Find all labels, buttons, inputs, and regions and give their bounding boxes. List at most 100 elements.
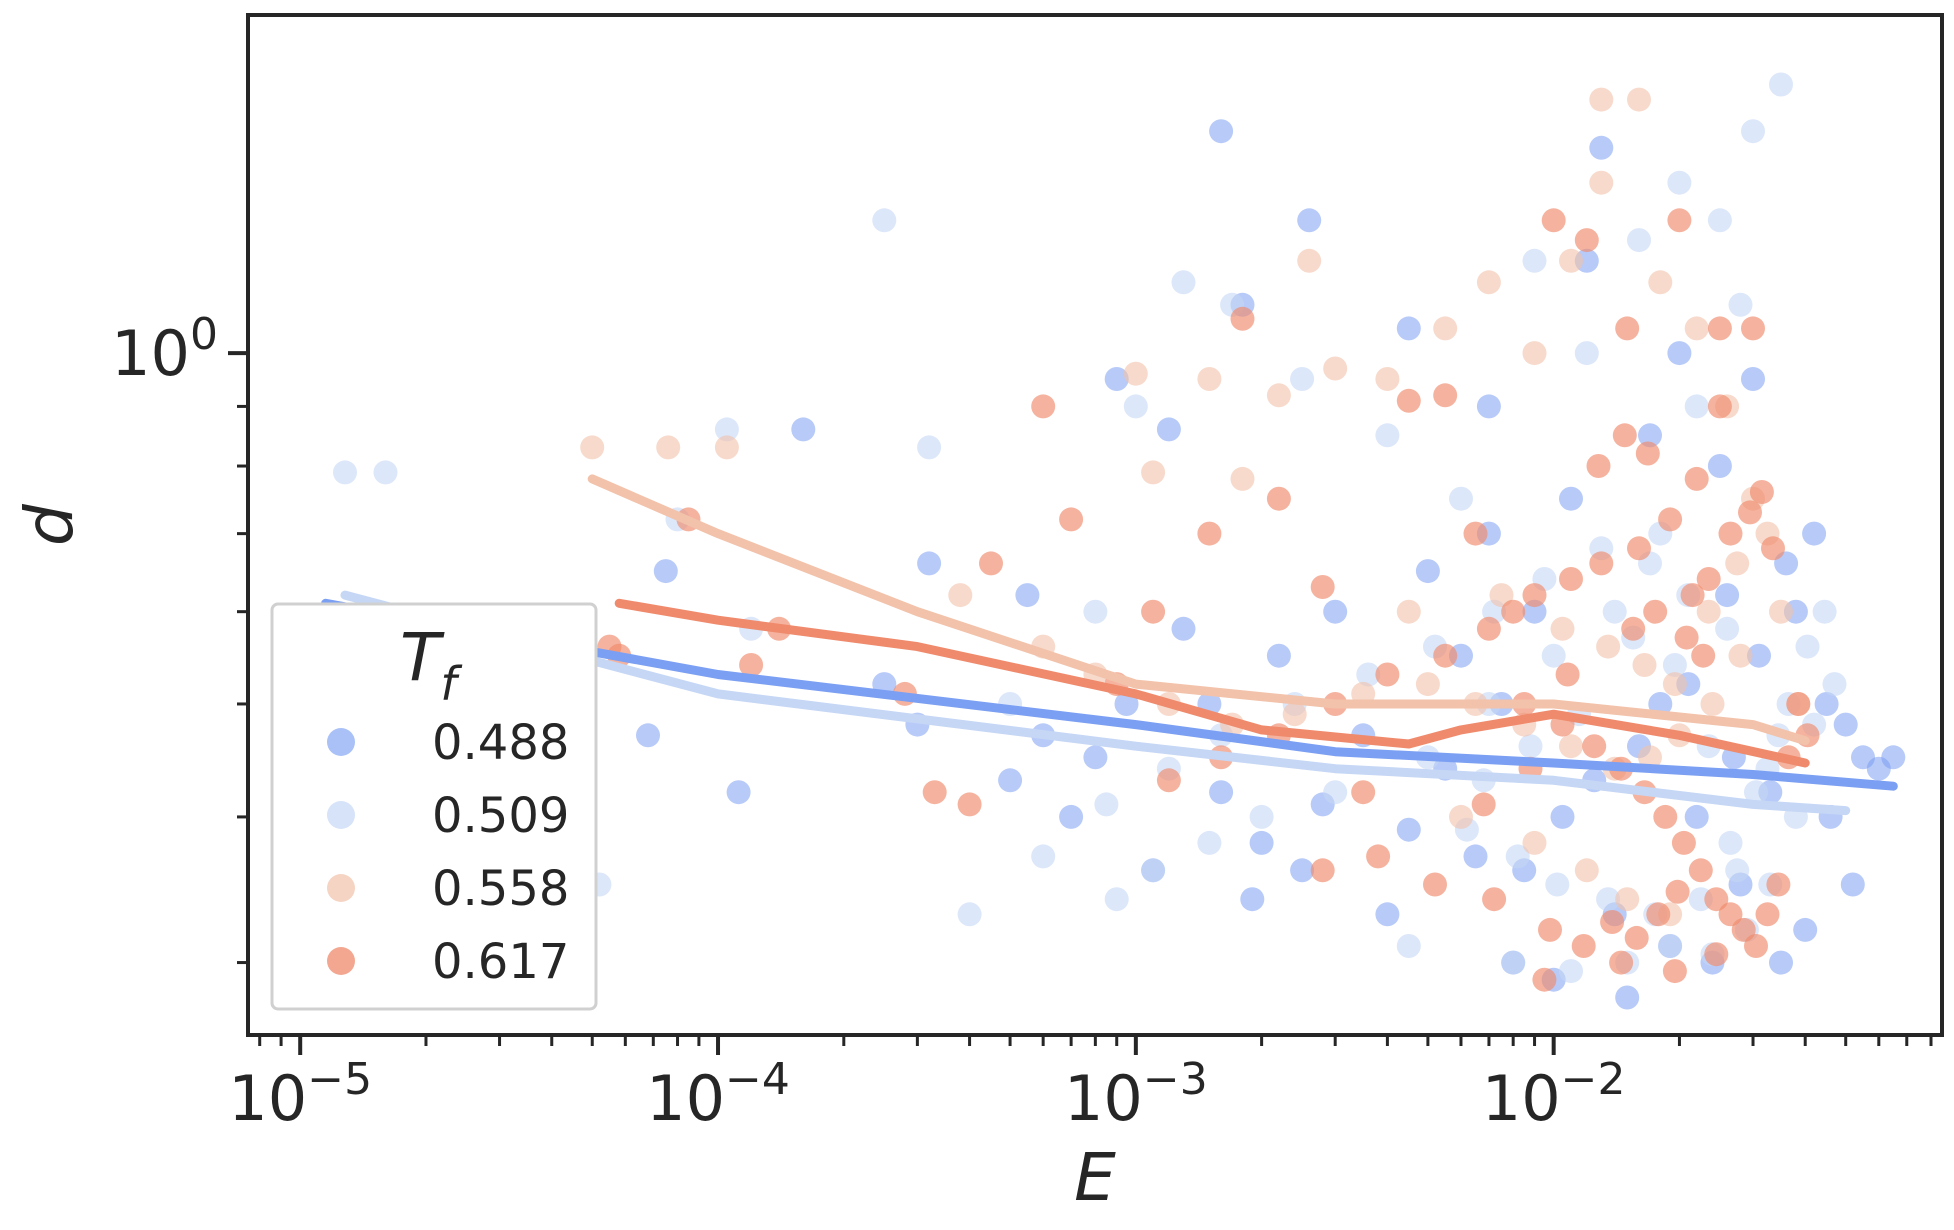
data-point (1366, 844, 1391, 869)
data-point (1638, 423, 1662, 448)
data-point (1094, 792, 1119, 817)
data-point (1658, 507, 1683, 532)
data-point (1559, 734, 1583, 759)
data-point (1156, 417, 1181, 442)
data-point (1596, 634, 1621, 659)
data-point (1574, 858, 1599, 883)
data-point (1550, 804, 1575, 829)
data-point (1725, 551, 1750, 576)
data-point (1463, 844, 1488, 869)
trend-line-0.488 (321, 598, 1898, 791)
data-point (1550, 616, 1575, 641)
x-axis-title: E (1074, 1139, 1116, 1216)
data-point (1700, 692, 1725, 716)
data-point (1538, 917, 1562, 942)
data-point (1266, 383, 1291, 408)
data-point (1123, 394, 1148, 419)
data-point (1476, 394, 1501, 419)
data-point (1559, 486, 1583, 511)
legend-label: 0.488 (432, 715, 569, 771)
data-point (1415, 559, 1440, 584)
data-point (1197, 521, 1222, 546)
data-point (1665, 879, 1690, 904)
data-point (1290, 367, 1315, 391)
data-point (1433, 316, 1458, 341)
legend-item-0.617: 0.617 (327, 934, 569, 990)
data-point (948, 583, 973, 608)
data-point (1541, 643, 1566, 668)
data-point (1747, 643, 1771, 668)
data-point (1423, 872, 1447, 897)
data-point (1031, 394, 1056, 419)
trend-layer (321, 474, 1898, 816)
data-point (872, 208, 897, 233)
legend-item-0.558: 0.558 (327, 861, 569, 917)
x-tick-label: 10−5 (228, 1054, 372, 1135)
data-point (1555, 662, 1580, 687)
data-point (1795, 634, 1820, 659)
y-axis-ticks: 100 (111, 309, 248, 965)
tick-base: 10 (1482, 1062, 1561, 1135)
data-point (1718, 830, 1743, 855)
data-point (1505, 844, 1530, 869)
data-point (1571, 934, 1596, 958)
data-point (1769, 950, 1793, 975)
data-point (656, 435, 681, 460)
data-point (1648, 270, 1673, 295)
data-point (1718, 521, 1743, 546)
data-point (1728, 292, 1753, 317)
data-point (373, 460, 398, 485)
trend-line-0.558 (587, 474, 1810, 746)
y-tick-label: 100 (111, 309, 218, 390)
data-point (1658, 934, 1683, 958)
data-point (1230, 306, 1255, 331)
data-point (1559, 567, 1583, 591)
data-point (1769, 72, 1793, 97)
data-point (1209, 780, 1234, 805)
data-point (1615, 316, 1640, 341)
data-point (1696, 599, 1721, 624)
data-point (1589, 87, 1614, 112)
data-point (1476, 270, 1501, 295)
data-point (1707, 316, 1732, 341)
data-point (1840, 872, 1865, 897)
tick-base: 10 (228, 1062, 307, 1135)
data-point (1433, 383, 1458, 408)
data-point (1643, 599, 1668, 624)
data-point (1609, 950, 1634, 975)
data-point (1761, 536, 1785, 561)
legend-label: 0.617 (432, 934, 569, 990)
data-point (1559, 248, 1583, 273)
data-point (1624, 925, 1649, 950)
data-point (1769, 599, 1793, 624)
data-point (998, 768, 1023, 793)
data-point (1744, 934, 1768, 958)
data-point (1691, 643, 1716, 668)
data-point (739, 653, 764, 677)
data-point (1589, 551, 1614, 576)
data-point (917, 551, 942, 576)
data-point (1471, 792, 1496, 817)
legend-marker (327, 874, 355, 902)
data-point (1197, 367, 1222, 391)
data-point (1715, 583, 1740, 608)
data-point (1667, 341, 1692, 366)
data-point (1793, 917, 1818, 942)
data-point (1240, 887, 1265, 912)
data-point (1104, 367, 1129, 391)
data-point (1627, 536, 1651, 561)
data-point (1612, 423, 1637, 448)
data-point (714, 417, 739, 442)
data-point (1586, 454, 1611, 478)
data-point (1083, 599, 1108, 624)
data-point (1822, 672, 1847, 697)
x-tick-label: 10−3 (1064, 1054, 1208, 1135)
data-point (1766, 872, 1791, 897)
data-point (1635, 441, 1660, 466)
data-point (1415, 672, 1440, 697)
data-point (1833, 712, 1858, 737)
data-point (1375, 367, 1400, 391)
legend-box (270, 602, 598, 1011)
data-point (1396, 934, 1421, 958)
data-point (1680, 583, 1705, 608)
